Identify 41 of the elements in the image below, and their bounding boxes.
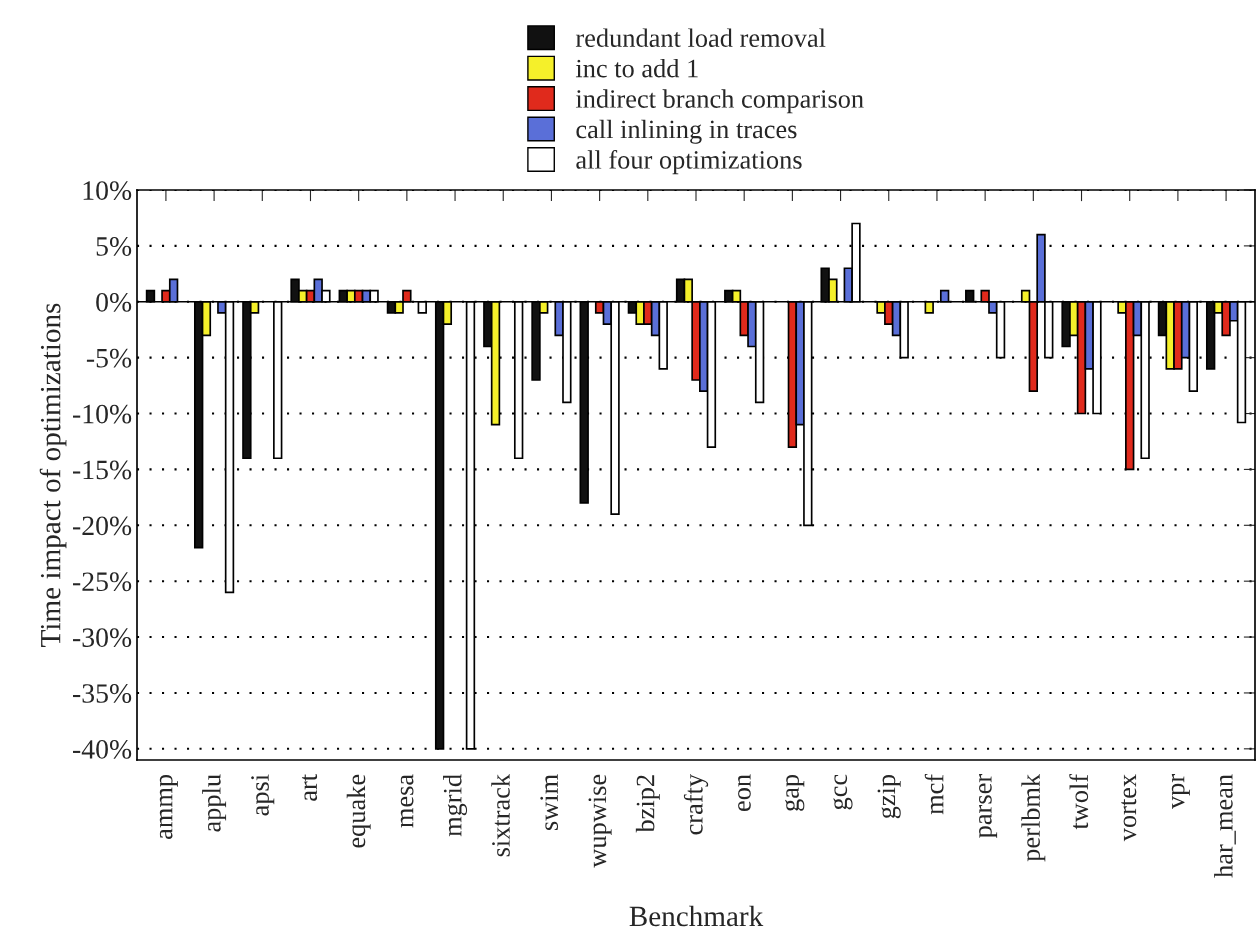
x-tick-label: mcf (924, 773, 944, 815)
y-tick-label: -5% (86, 348, 132, 368)
x-tick-label: gzip (877, 774, 901, 819)
legend-label: inc to add 1 (575, 58, 698, 78)
x-tick-label: perlbmk (1021, 773, 1046, 862)
x-tick-label: swim (540, 774, 559, 830)
y-tick-label: -10% (73, 404, 132, 424)
x-tick-label: har_mean (1214, 774, 1236, 878)
x-tick-label: wupwise (588, 774, 612, 868)
x-tick-label: applu (202, 774, 227, 832)
x-tick-label: sixtrack (491, 773, 510, 857)
x-tick-label: bzip2 (635, 775, 660, 833)
x-tick-label: crafty (683, 773, 709, 835)
x-tick-label: mgrid (443, 774, 468, 837)
x-tick-label: gap (785, 774, 805, 811)
y-axis-title: Time impact of optimizations (39, 303, 67, 647)
x-tick-label: apsi (251, 774, 275, 816)
y-tick-label: 10% (83, 181, 132, 200)
y-tick-label: 5% (96, 237, 132, 256)
x-tick-label: ammp (159, 774, 178, 839)
x-tick-label: eon (738, 774, 751, 811)
y-tick-label: -15% (73, 460, 132, 480)
y-tick-label: 0% (96, 292, 132, 312)
legend-label: redundant load removal (575, 28, 826, 48)
x-tick-label: gcc (833, 774, 853, 810)
y-tick-label: -20% (73, 516, 132, 536)
y-tick-label: -25% (73, 572, 132, 592)
legend-label: all four optimizations (576, 149, 802, 175)
y-tick-label: -35% (73, 684, 132, 703)
y-tick-label: -30% (73, 628, 132, 648)
x-tick-label: vortex (1121, 774, 1137, 842)
y-tick-label: -40% (73, 739, 132, 759)
x-tick-label: equake (346, 774, 371, 848)
x-tick-label: parser (979, 774, 998, 838)
x-tick-label: art (301, 774, 318, 801)
x-tick-label: twolf (1069, 773, 1089, 830)
x-tick-label: vpr (1171, 774, 1190, 810)
legend-label: indirect branch comparison (575, 89, 864, 114)
legend-label: call inlining in traces (576, 119, 797, 144)
x-axis-title: Benchmark (629, 905, 764, 927)
x-tick-label: mesa (400, 774, 414, 828)
